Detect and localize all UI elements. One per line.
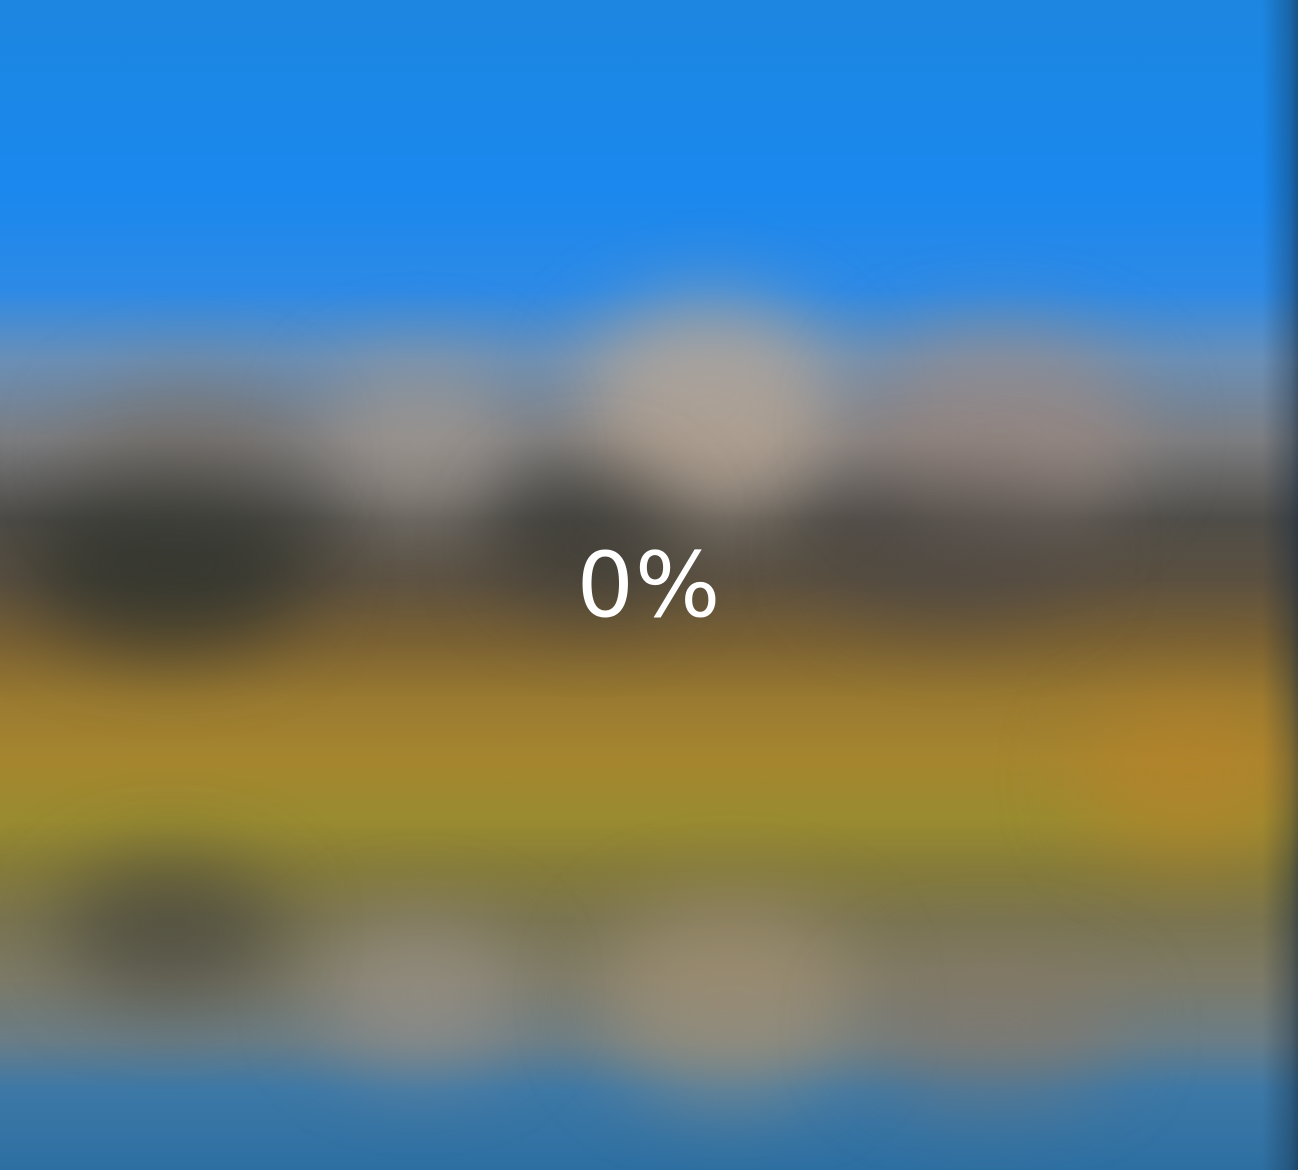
image-blob [30, 480, 310, 650]
image-blob [860, 960, 1120, 1100]
image-blob [320, 920, 520, 1070]
image-blob [1080, 700, 1298, 860]
image-blob [500, 470, 680, 610]
image-blob [320, 360, 520, 530]
image-blob [820, 480, 1080, 620]
image-blob [60, 860, 280, 1000]
image-blob [600, 900, 860, 1100]
loading-progress-text: 0% [576, 533, 722, 638]
